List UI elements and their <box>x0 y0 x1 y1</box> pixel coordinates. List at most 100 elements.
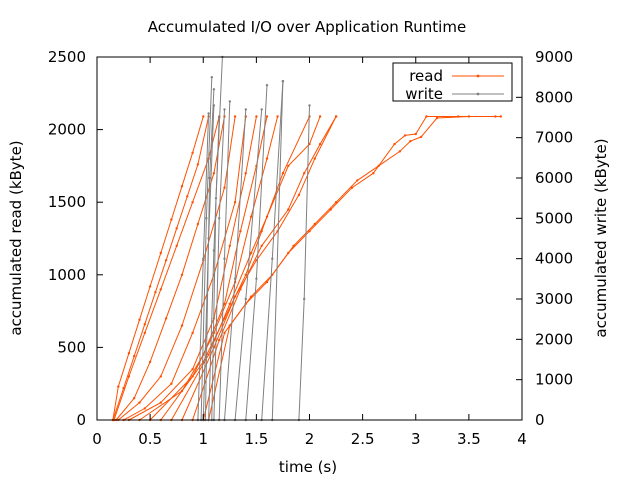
read-data-point <box>159 401 162 404</box>
read-data-point <box>228 244 231 247</box>
y-tick-label: 0 <box>76 411 86 429</box>
read-data-point <box>223 302 226 305</box>
read-data-point <box>233 201 237 204</box>
read-data-point <box>207 353 210 356</box>
x-tick-label: 3.5 <box>457 430 481 448</box>
write-data-point <box>303 297 306 301</box>
x-tick-label: 2 <box>305 430 315 448</box>
write-data-point <box>308 104 311 107</box>
y2-axis-label: accumulated write (kByte) <box>592 138 610 337</box>
read-data-point <box>292 244 295 247</box>
read-data-point <box>143 323 146 326</box>
read-data-point <box>372 172 375 175</box>
read-data-point <box>318 142 322 146</box>
read-data-point <box>154 291 157 294</box>
read-data-point <box>170 382 173 385</box>
read-series-line <box>181 116 337 421</box>
read-data-point <box>287 164 290 168</box>
y2-tick-label: 5000 <box>535 209 573 227</box>
y2-tick-label: 4000 <box>535 250 573 268</box>
axis-layer: 0 0.5 1 1.5 2 2.5 3 3.5 405001000150020002500010… <box>48 48 573 448</box>
read-data-point <box>313 157 316 160</box>
read-data-point <box>334 115 338 118</box>
y-tick-label: 1500 <box>48 193 86 211</box>
read-data-point <box>228 302 231 305</box>
legend-marker-read <box>476 74 480 78</box>
read-data-point <box>377 164 380 168</box>
write-series-line <box>245 85 268 421</box>
y2-tick-label: 3000 <box>535 290 573 308</box>
read-data-point <box>494 115 497 118</box>
read-data-point <box>212 172 216 175</box>
write-data-point <box>244 108 247 111</box>
write-data-point <box>260 108 263 111</box>
write-data-point <box>223 108 226 111</box>
read-data-point <box>186 195 189 198</box>
read-data-point <box>138 318 141 321</box>
read-data-point <box>260 244 263 247</box>
legend-label-write: write <box>405 85 443 103</box>
x-tick-label: 4 <box>517 430 527 448</box>
read-data-point <box>297 193 301 197</box>
read-data-point <box>318 115 322 118</box>
read-data-point <box>313 222 316 226</box>
read-series-line <box>112 116 210 421</box>
write-series-line <box>271 81 284 421</box>
read-data-point <box>228 324 231 327</box>
read-data-point <box>239 230 242 233</box>
read-data-point <box>233 115 237 118</box>
x-tick-label: 0.5 <box>138 430 162 448</box>
read-data-point <box>202 115 205 118</box>
read-data-point <box>223 331 226 335</box>
read-data-point <box>175 227 178 230</box>
read-data-point <box>191 151 194 154</box>
read-data-point <box>356 179 359 182</box>
read-data-point <box>164 259 168 262</box>
y2-tick-label: 2000 <box>535 330 573 348</box>
read-data-point <box>175 244 178 247</box>
x-tick-label: 2.5 <box>351 430 375 448</box>
read-data-point <box>191 368 194 371</box>
read-data-point <box>435 116 439 120</box>
read-data-point <box>249 295 253 298</box>
read-data-point <box>244 172 247 175</box>
read-series-line <box>113 116 220 421</box>
x-axis-label: time (s) <box>279 458 337 476</box>
read-data-point <box>403 134 407 137</box>
write-series-line <box>298 105 310 421</box>
read-data-point <box>239 288 242 291</box>
read-data-point <box>223 186 226 189</box>
read-data-point <box>409 140 412 143</box>
read-data-point <box>191 331 194 335</box>
chart-title: Accumulated I/O over Application Runtime <box>148 18 466 36</box>
read-data-point <box>138 401 141 404</box>
read-data-point <box>281 172 285 175</box>
read-data-point <box>244 273 247 276</box>
y2-tick-label: 1000 <box>535 371 573 389</box>
read-data-point <box>159 251 162 255</box>
read-data-point <box>180 324 184 327</box>
read-data-point <box>180 273 184 276</box>
y-tick-label: 2500 <box>48 48 86 66</box>
y-axis-label: accumulated read (kByte) <box>7 140 25 335</box>
read-data-point <box>467 115 471 118</box>
write-data-point <box>205 217 208 220</box>
read-data-point <box>265 215 269 218</box>
read-data-point <box>218 338 221 342</box>
y2-tick-label: 8000 <box>535 88 573 106</box>
write-data-point <box>281 80 285 83</box>
read-data-point <box>191 201 194 204</box>
read-data-point <box>170 218 173 221</box>
read-series-line <box>149 116 279 421</box>
x-tick-label: 1.5 <box>244 430 268 448</box>
read-data-point <box>287 208 290 211</box>
read-data-point <box>143 331 146 335</box>
y-tick-label: 500 <box>57 338 86 356</box>
write-data-point <box>208 176 211 180</box>
write-data-point <box>271 257 274 260</box>
y2-tick-label: 7000 <box>535 129 573 147</box>
read-data-point <box>249 251 253 255</box>
read-series-line <box>112 116 204 421</box>
y-tick-label: 2000 <box>48 121 86 139</box>
